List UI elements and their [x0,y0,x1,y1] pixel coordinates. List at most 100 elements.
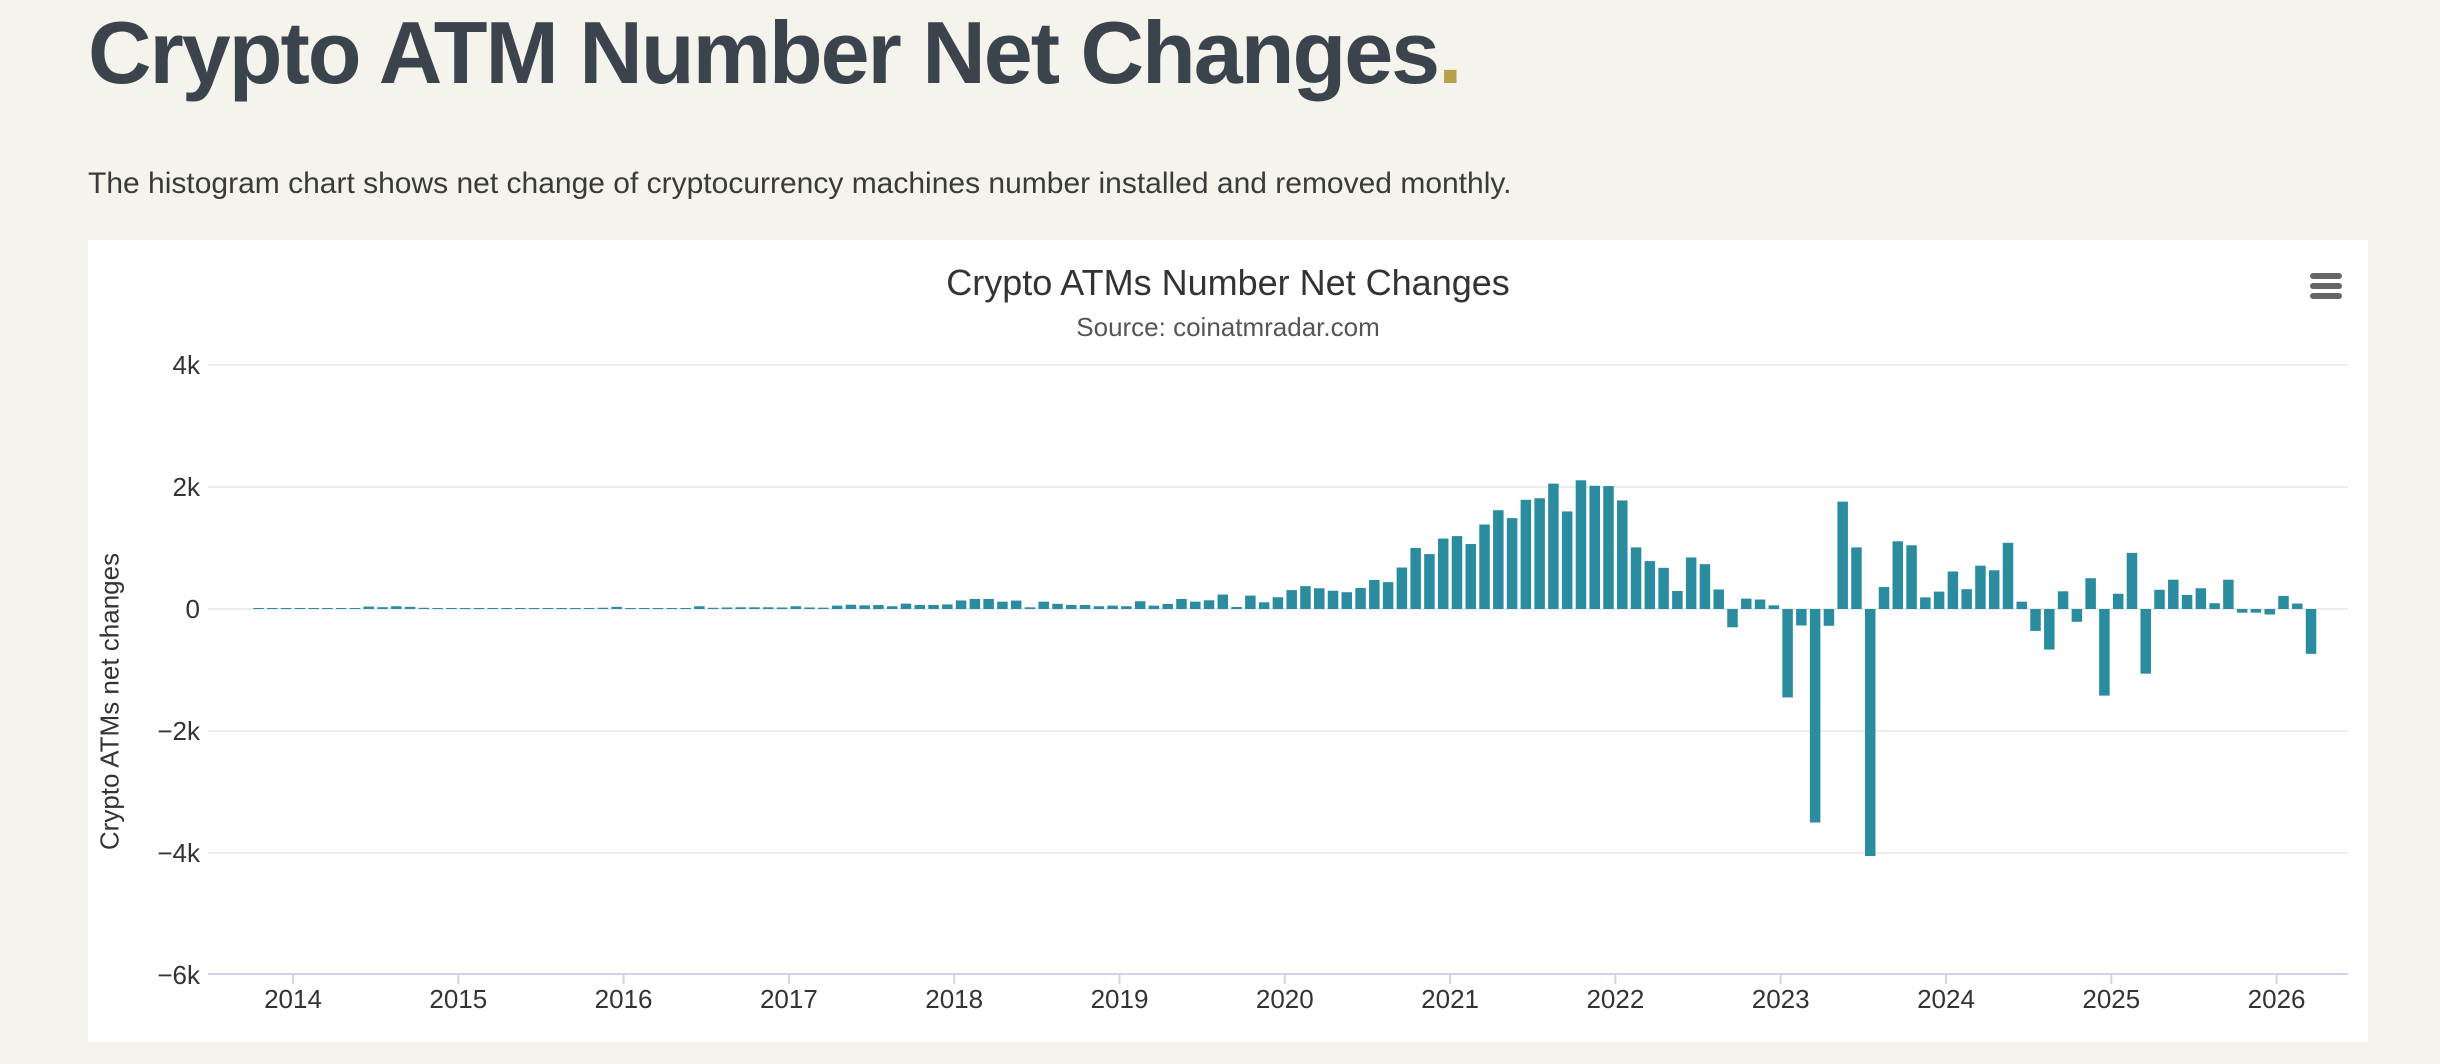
bar[interactable] [1396,567,1408,609]
bar[interactable] [1988,570,2000,609]
bar[interactable] [308,608,319,609]
chart-context-menu-button[interactable] [2306,266,2346,306]
bar[interactable] [2236,609,2248,613]
bar[interactable] [1355,587,1366,609]
bar[interactable] [1575,480,1587,609]
bar[interactable] [2264,609,2275,615]
bar[interactable] [1286,590,1297,609]
bar[interactable] [997,601,1008,609]
bar[interactable] [1217,594,1229,609]
bar[interactable] [1437,538,1449,609]
bar[interactable] [1313,588,1325,609]
bar[interactable] [1589,485,1600,609]
bar[interactable] [2223,579,2234,609]
bar[interactable] [611,606,622,609]
bar[interactable] [570,608,581,609]
bar[interactable] [542,608,554,609]
bar[interactable] [1190,601,1201,609]
bar[interactable] [1741,598,1752,609]
bar[interactable] [1231,606,1242,609]
bar[interactable] [1754,599,1766,609]
bar[interactable] [1548,483,1559,609]
bar[interactable] [1713,589,1724,609]
bar[interactable] [983,598,994,609]
bar[interactable] [335,608,347,609]
bar[interactable] [1369,580,1380,609]
bar[interactable] [1782,609,1793,698]
bar[interactable] [2002,542,2014,609]
bar[interactable] [2154,589,2165,609]
bar[interactable] [749,607,760,609]
bar[interactable] [1768,605,1780,609]
bar[interactable] [1121,606,1132,609]
bar[interactable] [680,608,691,609]
bar[interactable] [1465,544,1477,609]
bar[interactable] [1837,501,1848,609]
bar[interactable] [363,606,375,609]
bar[interactable] [1327,590,1339,609]
bar[interactable] [583,608,595,609]
bar[interactable] [804,607,815,609]
bar[interactable] [2278,595,2289,609]
bar[interactable] [1658,567,1669,609]
bar[interactable] [1630,547,1642,609]
bar[interactable] [1052,603,1063,609]
bar[interactable] [2140,609,2151,674]
bar[interactable] [652,608,664,609]
bar[interactable] [473,608,485,609]
bar[interactable] [2305,609,2317,654]
bar[interactable] [1603,486,1614,609]
bar[interactable] [487,608,498,609]
bar[interactable] [2209,603,2220,609]
bar[interactable] [776,607,788,609]
bar[interactable] [515,608,526,609]
bar[interactable] [1066,604,1077,609]
bar[interactable] [528,608,540,609]
bar[interactable] [2071,609,2083,622]
bar[interactable] [2044,609,2055,650]
bar[interactable] [1341,592,1353,609]
bar[interactable] [2057,591,2069,609]
bar[interactable] [1920,597,1931,609]
bar[interactable] [666,608,678,609]
bar[interactable] [1258,602,1270,609]
bar[interactable] [831,605,843,609]
bar[interactable] [597,607,609,609]
bar[interactable] [1203,600,1215,609]
bar[interactable] [1906,545,1917,609]
bar[interactable] [1975,565,1986,609]
bar[interactable] [790,606,802,609]
bar[interactable] [1382,582,1394,609]
bar[interactable] [2112,593,2124,609]
bar[interactable] [1809,609,1821,823]
bar[interactable] [322,608,333,609]
bar[interactable] [1010,600,1022,609]
bar[interactable] [1479,524,1490,609]
bar[interactable] [694,606,705,609]
bar[interactable] [294,608,306,609]
bar[interactable] [1534,498,1545,609]
bar[interactable] [955,600,967,609]
bar[interactable] [2250,609,2262,613]
bar[interactable] [1024,607,1036,609]
bar[interactable] [1093,606,1105,609]
bar[interactable] [1644,561,1656,609]
bar[interactable] [1079,604,1091,609]
bar[interactable] [1796,609,1807,626]
bar[interactable] [1038,601,1049,609]
bar[interactable] [1410,548,1421,609]
bar[interactable] [1561,511,1573,609]
bar[interactable] [1506,518,1518,609]
bar[interactable] [349,608,361,609]
bar[interactable] [1727,609,1738,628]
bar[interactable] [253,608,264,609]
bar[interactable] [859,605,870,609]
bar[interactable] [1134,601,1146,609]
bar[interactable] [1107,605,1118,609]
bar[interactable] [707,607,719,609]
bar[interactable] [1617,500,1628,609]
bar[interactable] [377,607,388,609]
bar[interactable] [2292,603,2303,609]
bar[interactable] [1451,536,1463,609]
bar[interactable] [1176,598,1187,609]
